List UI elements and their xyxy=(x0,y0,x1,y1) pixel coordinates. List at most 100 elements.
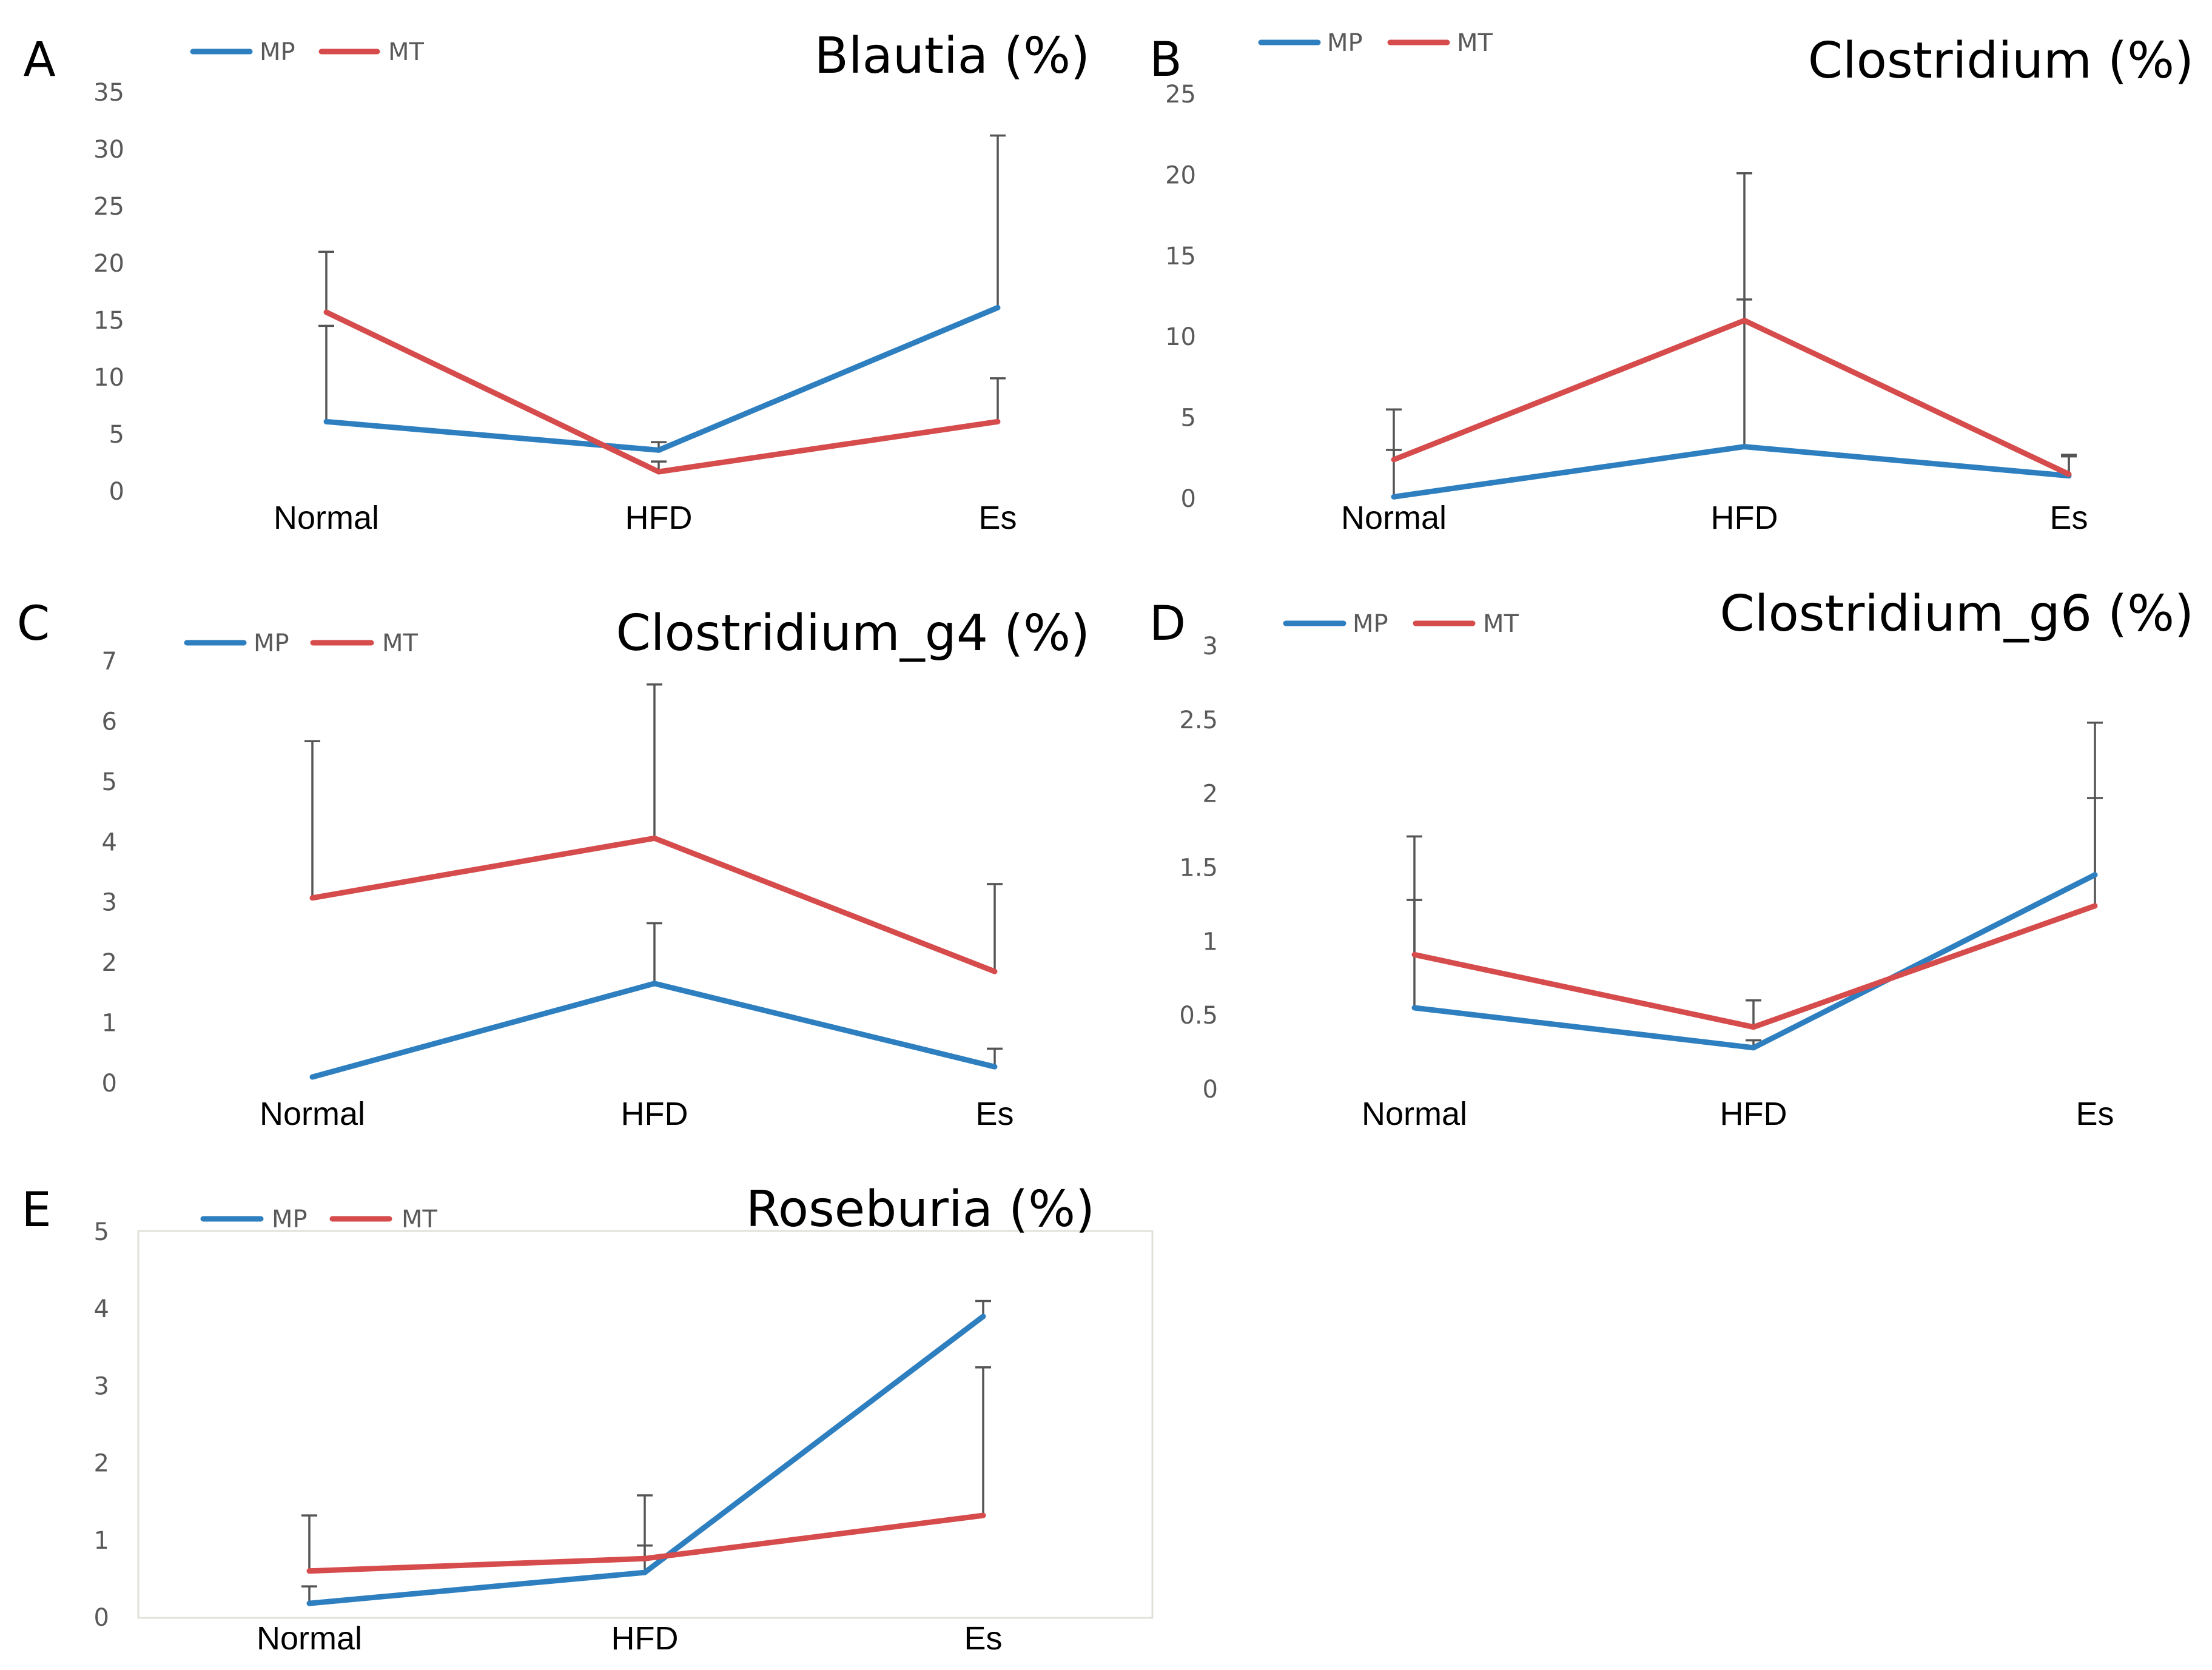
x-tick-label: Normal xyxy=(257,1620,362,1657)
data-point-mp xyxy=(995,304,1001,310)
y-tick-label: 1 xyxy=(1203,928,1218,956)
y-tick-label: 0 xyxy=(1203,1076,1218,1104)
panel-label: D xyxy=(1149,597,1186,651)
data-point-mt xyxy=(2066,471,2072,477)
data-point-mt xyxy=(992,968,998,974)
data-point-mt xyxy=(1411,951,1417,957)
data-point-mp xyxy=(323,418,329,424)
error-bar-mp xyxy=(990,134,1006,308)
series-line-mp xyxy=(326,305,999,453)
x-tick-label: Normal xyxy=(260,1096,365,1132)
data-point-mp xyxy=(309,1074,315,1080)
error-bar-mt xyxy=(647,683,662,839)
error-bar-mp xyxy=(318,324,334,422)
y-tick-label: 1 xyxy=(102,1010,117,1038)
y-tick-label: 4 xyxy=(102,828,117,856)
legend-label-mp: MP xyxy=(254,629,289,657)
x-tick-label: Es xyxy=(964,1620,1002,1657)
y-tick-label: 2 xyxy=(94,1450,109,1478)
data-point-mt xyxy=(656,469,662,475)
y-tick-label: 6 xyxy=(102,708,117,736)
chart-title: Clostridium_g6 (%) xyxy=(1720,585,2194,643)
series-line-mp xyxy=(311,981,996,1080)
x-tick-label: HFD xyxy=(1711,500,1778,536)
y-tick-label: 25 xyxy=(93,193,124,221)
panel-label: C xyxy=(17,597,50,651)
panel-E: E Roseburia (%) 0 1 2 3 4 5 Normal HFD Es MP MT xyxy=(21,1181,1154,1657)
data-point-mp xyxy=(651,981,657,987)
y-tick-label: 3 xyxy=(1203,632,1218,660)
data-point-mt xyxy=(1391,457,1397,463)
y-tick-label: 20 xyxy=(1165,161,1196,189)
chart-title: Roseburia (%) xyxy=(746,1181,1095,1238)
error-bar-mp xyxy=(987,1047,1003,1067)
data-point-mp xyxy=(1750,1045,1756,1051)
data-point-mt xyxy=(642,1555,648,1561)
y-tick-label: 3 xyxy=(102,889,117,917)
error-bar-mt xyxy=(990,377,1006,422)
x-tick-label: Es xyxy=(2076,1096,2114,1132)
data-point-mt xyxy=(323,309,329,315)
error-bar-mt xyxy=(637,1494,653,1559)
data-point-mp xyxy=(656,447,662,453)
legend-label-mp: MP xyxy=(260,38,295,66)
panel-D: D Clostridium_g6 (%) 0 0.5 1 1.5 2 2.5 3 Normal HF… xyxy=(1149,585,2194,1132)
data-point-mp xyxy=(306,1600,312,1606)
data-point-mp xyxy=(980,1313,986,1320)
y-tick-label: 0 xyxy=(109,478,124,506)
data-point-mp xyxy=(1391,494,1397,500)
y-tick-label: 0.5 xyxy=(1179,1002,1218,1030)
data-point-mt xyxy=(306,1568,312,1574)
panel-label: E xyxy=(21,1183,51,1238)
panel-label: A xyxy=(23,33,55,87)
y-tick-label: 35 xyxy=(93,79,124,107)
x-tick-label: HFD xyxy=(1720,1096,1787,1132)
panel-C: C Clostridium_g4 (%) 0 1 2 3 4 5 6 7 Normal HFD Es MP… xyxy=(17,597,1090,1132)
data-point-mp xyxy=(2092,872,2098,878)
chart-title: Blautia (%) xyxy=(815,27,1090,85)
legend-label-mp: MP xyxy=(1327,29,1363,57)
series-line-mt xyxy=(309,1512,984,1574)
error-bar-mt xyxy=(304,740,320,898)
chart-title: Clostridium (%) xyxy=(1808,32,2194,90)
x-tick-label: HFD xyxy=(625,500,693,536)
data-point-mt xyxy=(309,895,315,901)
x-tick-label: HFD xyxy=(621,1096,688,1132)
legend-label-mp: MP xyxy=(1353,610,1388,638)
data-point-mt xyxy=(980,1512,986,1518)
legend-label-mp: MP xyxy=(272,1206,308,1233)
legend-label-mt: MT xyxy=(382,629,419,657)
error-bar-mt xyxy=(975,1366,991,1516)
y-tick-label: 5 xyxy=(94,1218,109,1246)
y-tick-label: 2.5 xyxy=(1179,706,1218,734)
legend-label-mt: MT xyxy=(402,1206,438,1233)
error-bar-mt xyxy=(1386,408,1402,460)
legend-label-mt: MT xyxy=(1483,610,1519,638)
data-point-mp xyxy=(992,1064,998,1070)
error-bar-mp xyxy=(301,1585,317,1604)
x-tick-label: Es xyxy=(2049,500,2088,536)
y-tick-label: 0 xyxy=(1181,485,1196,513)
y-tick-label: 7 xyxy=(102,648,117,676)
legend: MP MT xyxy=(200,1206,438,1233)
y-tick-label: 0 xyxy=(94,1604,109,1632)
data-point-mt xyxy=(995,418,1001,424)
y-tick-label: 1.5 xyxy=(1179,854,1218,882)
y-tick-label: 30 xyxy=(93,136,124,164)
legend: MP MT xyxy=(190,38,425,66)
legend: MP MT xyxy=(184,629,419,657)
y-tick-label: 20 xyxy=(93,250,124,278)
data-point-mp xyxy=(642,1569,648,1575)
x-tick-label: Es xyxy=(978,500,1017,536)
y-tick-label: 3 xyxy=(94,1372,109,1400)
chart-title: Clostridium_g4 (%) xyxy=(616,605,1090,662)
y-tick-label: 5 xyxy=(102,768,117,796)
series-line-mp xyxy=(1414,872,2097,1051)
data-point-mp xyxy=(1411,1005,1417,1011)
error-bar-mt xyxy=(1736,172,1752,321)
y-tick-label: 1 xyxy=(94,1527,109,1555)
panel-label: B xyxy=(1149,33,1182,87)
y-tick-label: 2 xyxy=(1203,780,1218,808)
x-tick-label: Normal xyxy=(1341,500,1447,536)
